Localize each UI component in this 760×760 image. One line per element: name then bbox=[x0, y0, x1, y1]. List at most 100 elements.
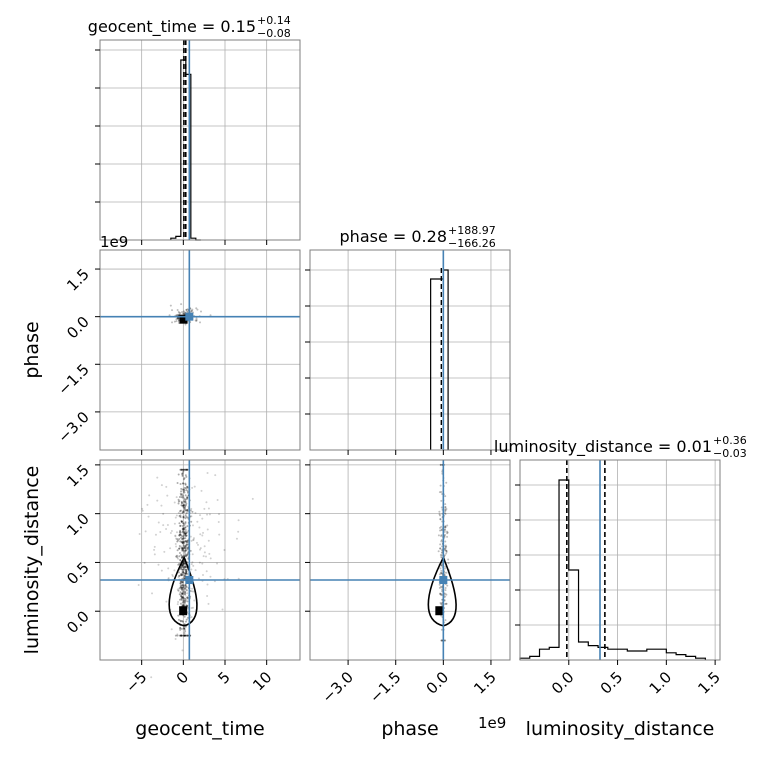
sample-point bbox=[183, 506, 186, 509]
sample-point bbox=[184, 517, 187, 520]
sample-point bbox=[178, 551, 181, 554]
sample-point bbox=[185, 541, 188, 544]
sample-point bbox=[186, 485, 189, 488]
sample-point bbox=[179, 626, 182, 629]
sample-point bbox=[184, 554, 187, 557]
sample-point bbox=[176, 603, 179, 606]
sample-point bbox=[183, 584, 186, 587]
sample-point bbox=[185, 529, 188, 532]
sample-point bbox=[183, 528, 186, 531]
sample-point bbox=[180, 490, 183, 493]
sample-point bbox=[179, 540, 182, 543]
sample-point bbox=[182, 604, 185, 607]
y-tick-label-luminosity_distance: 1.0 bbox=[63, 510, 93, 540]
sample-point bbox=[138, 533, 141, 536]
sample-point bbox=[185, 570, 188, 573]
sample-point bbox=[179, 573, 182, 576]
sample-point bbox=[183, 634, 186, 637]
sample-point bbox=[178, 544, 181, 547]
sample-point bbox=[445, 552, 448, 555]
sample-point bbox=[176, 633, 179, 636]
sample-point bbox=[181, 592, 184, 595]
sample-point bbox=[179, 468, 182, 471]
sample-point bbox=[181, 597, 184, 600]
sample-point bbox=[180, 487, 183, 490]
sample-point bbox=[187, 491, 190, 494]
sample-point bbox=[181, 537, 184, 540]
sample-point bbox=[444, 565, 447, 568]
sample-point bbox=[156, 476, 159, 479]
sample-point bbox=[181, 583, 184, 586]
sample-point bbox=[183, 524, 186, 527]
sample-point bbox=[444, 509, 447, 512]
sample-point bbox=[177, 589, 180, 592]
sample-point bbox=[159, 531, 162, 534]
sample-point bbox=[176, 540, 179, 543]
truth-marker bbox=[439, 576, 448, 584]
sample-point bbox=[180, 597, 183, 600]
sample-point bbox=[181, 588, 184, 591]
sample-point bbox=[191, 308, 194, 311]
sample-point bbox=[193, 485, 196, 488]
sample-point bbox=[440, 539, 443, 542]
sample-point bbox=[181, 581, 184, 584]
sample-point bbox=[445, 550, 448, 553]
sample-point bbox=[183, 568, 186, 571]
sample-point bbox=[175, 318, 178, 321]
x-tick-label-geocent_time: 5 bbox=[214, 668, 233, 687]
sample-point bbox=[185, 489, 188, 492]
sample-point bbox=[179, 558, 182, 561]
sample-point bbox=[182, 482, 185, 485]
sample-point bbox=[444, 595, 447, 598]
sample-point bbox=[176, 317, 179, 320]
sample-point bbox=[182, 528, 185, 531]
sample-point bbox=[189, 590, 192, 593]
sample-point bbox=[181, 601, 184, 604]
sample-point bbox=[174, 634, 177, 637]
sample-point bbox=[190, 515, 193, 518]
sample-point bbox=[439, 585, 442, 588]
sample-point bbox=[181, 541, 184, 544]
sample-point bbox=[181, 574, 184, 577]
sample-point bbox=[444, 639, 447, 642]
sample-point bbox=[440, 639, 443, 642]
sample-point bbox=[183, 545, 186, 548]
sample-point bbox=[202, 555, 205, 558]
sample-point bbox=[184, 323, 187, 326]
panel-title-upper-geocent_time: +0.14 bbox=[257, 14, 291, 27]
sample-point bbox=[184, 546, 187, 549]
sample-point bbox=[183, 526, 186, 529]
sample-point bbox=[439, 547, 442, 550]
sample-point bbox=[195, 317, 198, 320]
sample-point bbox=[183, 575, 186, 578]
sample-point bbox=[206, 583, 209, 586]
sample-point bbox=[183, 634, 186, 637]
sample-point bbox=[144, 530, 147, 533]
sample-point bbox=[181, 568, 184, 571]
sample-point bbox=[180, 634, 183, 637]
sample-point bbox=[184, 547, 187, 550]
sample-point bbox=[179, 524, 182, 527]
sample-point bbox=[173, 522, 176, 525]
sample-point bbox=[177, 614, 180, 617]
sample-point bbox=[203, 545, 206, 548]
sample-point bbox=[179, 582, 182, 585]
sample-point bbox=[181, 556, 184, 559]
sample-point bbox=[186, 548, 189, 551]
sample-point bbox=[185, 585, 188, 588]
sample-point bbox=[186, 592, 189, 595]
sample-point bbox=[181, 494, 184, 497]
sample-point bbox=[181, 541, 184, 544]
sample-point bbox=[204, 555, 207, 558]
sample-point bbox=[184, 604, 187, 607]
sample-point bbox=[183, 478, 186, 481]
sample-point bbox=[183, 627, 186, 630]
sample-point bbox=[194, 511, 197, 514]
sample-point bbox=[443, 547, 446, 550]
panel-frame bbox=[309, 249, 511, 451]
sample-point bbox=[181, 586, 184, 589]
sample-point bbox=[206, 594, 209, 597]
sample-point bbox=[216, 562, 219, 565]
sample-point bbox=[179, 483, 182, 486]
sample-point bbox=[183, 509, 186, 512]
